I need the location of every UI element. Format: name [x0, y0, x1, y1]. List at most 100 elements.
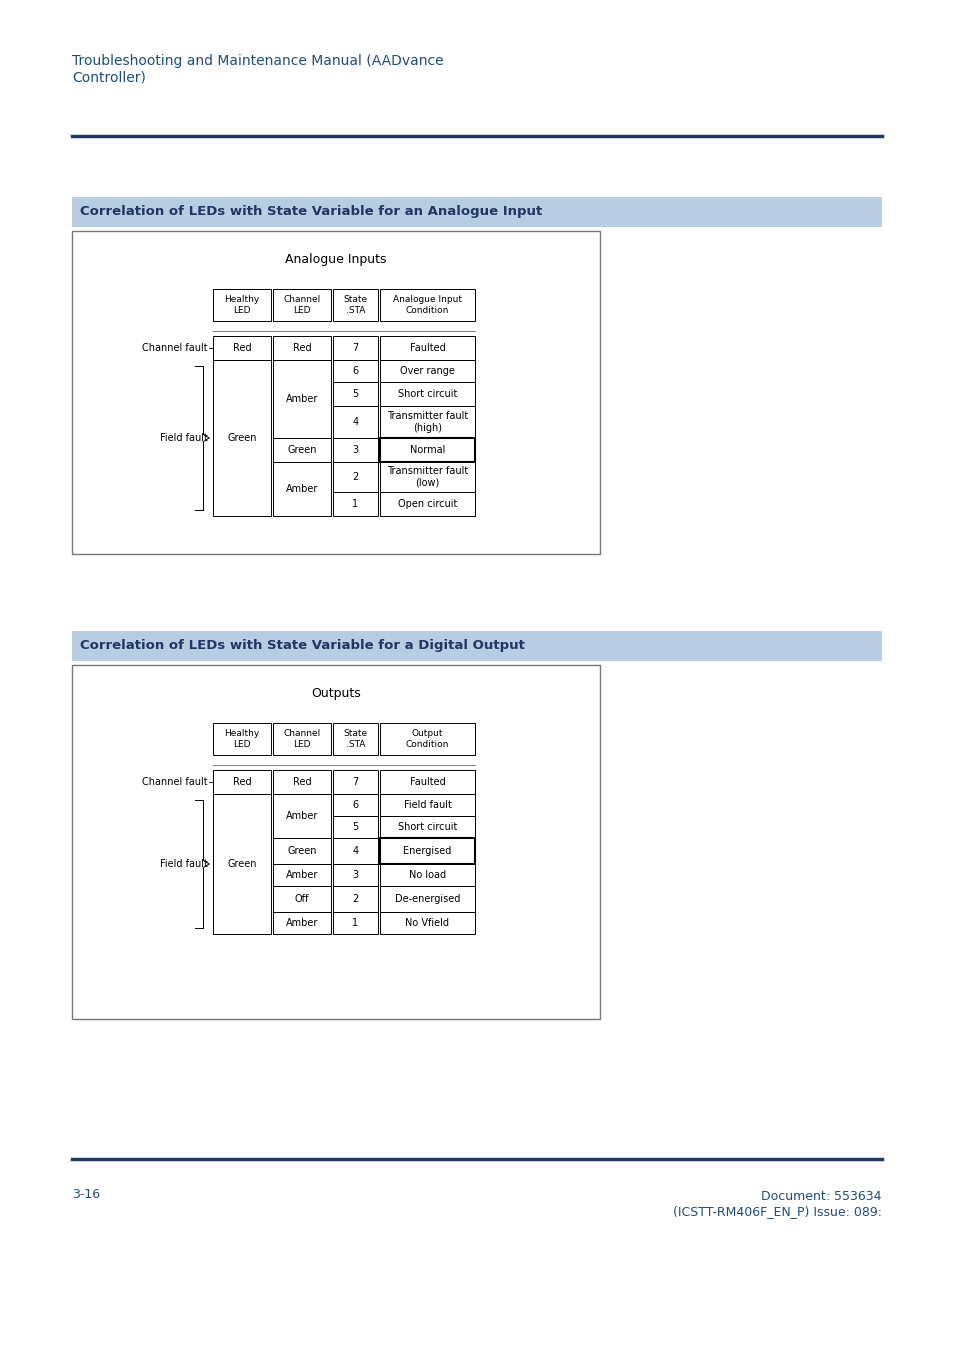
Text: De-energised: De-energised: [395, 894, 459, 904]
Text: Field fault: Field fault: [160, 433, 208, 442]
Text: Normal: Normal: [410, 445, 445, 455]
Text: Amber: Amber: [286, 394, 318, 403]
Bar: [273, 886, 331, 912]
Bar: [379, 770, 475, 795]
Bar: [379, 406, 475, 438]
Bar: [273, 336, 331, 360]
Bar: [333, 912, 377, 934]
Text: 3: 3: [352, 445, 358, 455]
Text: Energised: Energised: [403, 846, 451, 857]
Text: Short circuit: Short circuit: [397, 822, 456, 832]
Text: Red: Red: [233, 343, 251, 353]
Bar: [333, 886, 377, 912]
Text: Analogue Inputs: Analogue Inputs: [285, 252, 386, 266]
Text: No Vfield: No Vfield: [405, 919, 449, 928]
Bar: [333, 770, 377, 795]
Text: Red: Red: [293, 343, 311, 353]
Bar: [273, 289, 331, 321]
Text: Channel
LED: Channel LED: [283, 295, 320, 314]
Text: 5: 5: [352, 389, 358, 399]
Bar: [333, 863, 377, 886]
Bar: [273, 461, 331, 517]
Text: Green: Green: [227, 433, 256, 442]
Bar: [333, 723, 377, 755]
Text: Short circuit: Short circuit: [397, 389, 456, 399]
Bar: [273, 360, 331, 438]
Bar: [333, 289, 377, 321]
Text: 6: 6: [352, 800, 358, 809]
Text: Transmitter fault
(high): Transmitter fault (high): [387, 411, 468, 433]
Text: Amber: Amber: [286, 870, 318, 880]
Text: Field fault: Field fault: [160, 859, 208, 869]
Bar: [71, 231, 599, 554]
Bar: [71, 631, 882, 661]
Text: Open circuit: Open circuit: [397, 499, 456, 509]
Text: Faulted: Faulted: [409, 343, 445, 353]
Bar: [333, 382, 377, 406]
Bar: [213, 289, 271, 321]
Text: 5: 5: [352, 822, 358, 832]
Text: 1: 1: [352, 499, 358, 509]
Text: 2: 2: [352, 472, 358, 482]
Bar: [273, 795, 331, 838]
Text: Channel
LED: Channel LED: [283, 730, 320, 749]
Text: Red: Red: [233, 777, 251, 786]
Bar: [71, 197, 882, 227]
Bar: [213, 795, 271, 934]
Text: Amber: Amber: [286, 919, 318, 928]
Text: Healthy
LED: Healthy LED: [224, 295, 259, 314]
Bar: [379, 886, 475, 912]
Bar: [379, 289, 475, 321]
Bar: [273, 838, 331, 863]
Text: State
.STA: State .STA: [343, 730, 367, 749]
Text: Channel fault: Channel fault: [142, 343, 208, 353]
Text: Amber: Amber: [286, 484, 318, 494]
Text: Red: Red: [293, 777, 311, 786]
Bar: [379, 438, 475, 461]
Text: Troubleshooting and Maintenance Manual (AADvance
Controller): Troubleshooting and Maintenance Manual (…: [71, 54, 443, 84]
Bar: [333, 360, 377, 382]
Text: Over range: Over range: [399, 366, 455, 376]
Text: Channel fault: Channel fault: [142, 777, 208, 786]
Bar: [379, 461, 475, 492]
Bar: [379, 863, 475, 886]
Text: Faulted: Faulted: [409, 777, 445, 786]
Bar: [379, 912, 475, 934]
Bar: [379, 360, 475, 382]
Bar: [333, 406, 377, 438]
Text: Off: Off: [294, 894, 309, 904]
Bar: [273, 438, 331, 461]
Text: 7: 7: [352, 343, 358, 353]
Text: No load: No load: [409, 870, 446, 880]
Text: 3: 3: [352, 870, 358, 880]
Text: Analogue Input
Condition: Analogue Input Condition: [393, 295, 461, 314]
Text: 7: 7: [352, 777, 358, 786]
Bar: [213, 770, 271, 795]
Bar: [379, 816, 475, 838]
Text: Green: Green: [227, 859, 256, 869]
Bar: [213, 360, 271, 517]
Bar: [333, 838, 377, 863]
Text: 4: 4: [352, 846, 358, 857]
Bar: [273, 863, 331, 886]
Bar: [273, 770, 331, 795]
Text: 1: 1: [352, 919, 358, 928]
Bar: [379, 723, 475, 755]
Bar: [333, 438, 377, 461]
Bar: [273, 723, 331, 755]
Bar: [273, 912, 331, 934]
Bar: [379, 492, 475, 517]
Text: State
.STA: State .STA: [343, 295, 367, 314]
Bar: [333, 461, 377, 492]
Text: Document: 553634
(ICSTT-RM406F_EN_P) Issue: 089:: Document: 553634 (ICSTT-RM406F_EN_P) Iss…: [672, 1190, 882, 1218]
Bar: [213, 723, 271, 755]
Text: Field fault: Field fault: [403, 800, 451, 809]
Bar: [333, 816, 377, 838]
Text: Amber: Amber: [286, 811, 318, 822]
Bar: [379, 382, 475, 406]
Bar: [333, 336, 377, 360]
Text: Transmitter fault
(low): Transmitter fault (low): [387, 467, 468, 488]
Bar: [333, 795, 377, 816]
Text: Green: Green: [287, 445, 316, 455]
Bar: [213, 336, 271, 360]
